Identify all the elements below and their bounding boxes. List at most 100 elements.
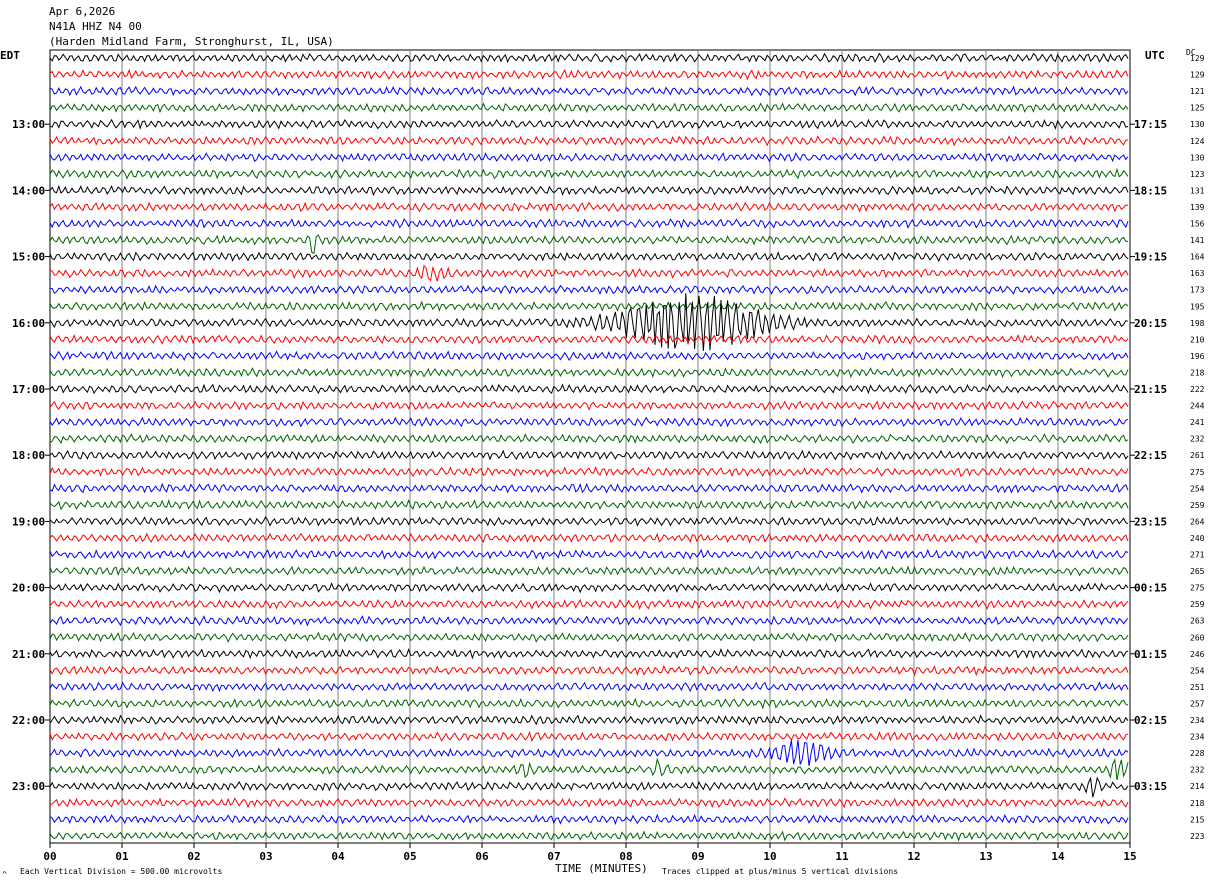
- seismic-trace: [49, 218, 1129, 230]
- right-time-label: 20:15: [1134, 317, 1167, 330]
- x-tick-label: 11: [835, 850, 849, 863]
- clip-note: Traces clipped at plus/minus 5 vertical …: [662, 867, 899, 876]
- left-time-label: 14:00: [12, 184, 45, 197]
- left-time-label: 16:00: [12, 317, 45, 330]
- left-time-label: 23:00: [12, 780, 45, 793]
- dc-offset-value: 139: [1190, 203, 1205, 212]
- dc-offset-value: 215: [1190, 815, 1205, 824]
- plot-frame: [49, 49, 1131, 844]
- dc-offset-value: 271: [1190, 551, 1205, 560]
- seismic-trace: [49, 813, 1129, 826]
- left-time-label: 21:00: [12, 648, 45, 661]
- right-time-label: 19:15: [1134, 251, 1167, 264]
- seismic-trace: [49, 466, 1129, 478]
- seismic-trace: [49, 631, 1129, 643]
- x-tick-label: 10: [763, 850, 776, 863]
- seismic-trace: [49, 797, 1129, 809]
- x-tick-label: 04: [331, 850, 345, 863]
- left-time-label: 15:00: [12, 251, 45, 264]
- left-time-label: 18:00: [12, 449, 45, 462]
- seismic-trace: [49, 293, 1129, 351]
- right-time-label: 23:15: [1134, 515, 1167, 528]
- seismic-trace: [49, 184, 1129, 197]
- seismic-trace: [49, 664, 1129, 677]
- vertical-scale-note: Each Vertical Division = 500.00 microvol…: [20, 867, 223, 876]
- dc-offset-value: 214: [1190, 782, 1205, 791]
- seismic-trace: [49, 499, 1129, 511]
- dc-offset-value: 130: [1190, 120, 1205, 129]
- seismic-trace: [49, 85, 1129, 97]
- dc-offset-value: 232: [1190, 766, 1205, 775]
- right-timezone-label: UTC: [1145, 49, 1165, 62]
- seismic-trace: [49, 731, 1129, 742]
- dc-offset-value: 275: [1190, 584, 1205, 593]
- seismic-trace: [49, 102, 1129, 114]
- x-tick-label: 00: [43, 850, 56, 863]
- x-tick-label: 09: [691, 850, 704, 863]
- seismic-trace: [49, 284, 1129, 295]
- x-tick-label: 01: [115, 850, 129, 863]
- right-time-label: 02:15: [1134, 714, 1167, 727]
- dc-offset-value: 265: [1190, 567, 1205, 576]
- dc-offset-value: 124: [1190, 137, 1205, 146]
- seismic-trace: [49, 598, 1129, 610]
- x-tick-label: 08: [619, 850, 632, 863]
- dc-offset-title: DC: [1186, 48, 1196, 57]
- dc-offset-value: 195: [1190, 302, 1205, 311]
- seismic-trace: [49, 582, 1129, 594]
- dc-offset-value: 228: [1190, 749, 1205, 758]
- right-time-label: 21:15: [1134, 383, 1167, 396]
- seismic-trace: [49, 234, 1129, 254]
- seismic-trace: [49, 548, 1129, 561]
- left-timezone-label: EDT: [0, 49, 20, 62]
- seismic-trace: [49, 201, 1129, 213]
- x-axis-title: TIME (MINUTES): [555, 862, 648, 875]
- seismic-trace: [49, 697, 1129, 710]
- seismic-trace: [49, 300, 1129, 312]
- station-code: N41A HHZ N4 00: [49, 20, 142, 33]
- dc-offset-value: 261: [1190, 451, 1205, 460]
- dc-offset-value: 241: [1190, 418, 1205, 427]
- x-tick-label: 15: [1123, 850, 1136, 863]
- left-time-label: 22:00: [12, 714, 45, 727]
- dc-offset-value: 222: [1190, 385, 1205, 394]
- dc-offset-value: 264: [1190, 517, 1205, 526]
- x-tick-label: 03: [259, 850, 272, 863]
- dc-offset-value: 246: [1190, 650, 1205, 659]
- left-time-label: 20:00: [12, 582, 45, 595]
- seismic-trace: [49, 565, 1129, 577]
- left-time-label: 19:00: [12, 515, 45, 528]
- seismic-trace: [49, 615, 1129, 627]
- dc-offset-value: 164: [1190, 253, 1205, 262]
- seismic-trace: [49, 134, 1129, 147]
- dc-offset-value: 125: [1190, 104, 1205, 113]
- x-tick-label: 13: [979, 850, 992, 863]
- seismic-trace: [49, 482, 1129, 494]
- dc-offset-value: 156: [1190, 220, 1205, 229]
- seismic-trace: [49, 416, 1129, 428]
- dc-offset-value: 234: [1190, 716, 1205, 725]
- seismic-trace: [49, 333, 1129, 346]
- dc-offset-value: 163: [1190, 269, 1205, 278]
- seismic-trace: [49, 648, 1129, 660]
- x-tick-label: 07: [547, 850, 560, 863]
- dc-offset-value: 275: [1190, 468, 1205, 477]
- seismic-trace: [49, 367, 1129, 379]
- dc-offset-value: 223: [1190, 832, 1205, 841]
- dc-offset-value: 173: [1190, 286, 1205, 295]
- seismic-trace: [49, 118, 1129, 130]
- seismic-trace: [49, 681, 1129, 693]
- seismic-trace: [49, 776, 1129, 798]
- seismic-trace: [49, 516, 1129, 527]
- dc-offset-value: 198: [1190, 319, 1205, 328]
- seismic-trace: [49, 714, 1129, 726]
- dc-offset-value: 123: [1190, 170, 1205, 179]
- corner-mark: ^: [2, 870, 7, 879]
- right-time-label: 18:15: [1134, 184, 1167, 197]
- dc-offset-value: 130: [1190, 153, 1205, 162]
- seismic-trace: [49, 152, 1129, 163]
- seismic-trace: [49, 264, 1129, 282]
- seismic-trace: [49, 167, 1129, 180]
- x-tick-label: 14: [1051, 850, 1065, 863]
- dc-offset-value: 254: [1190, 484, 1205, 493]
